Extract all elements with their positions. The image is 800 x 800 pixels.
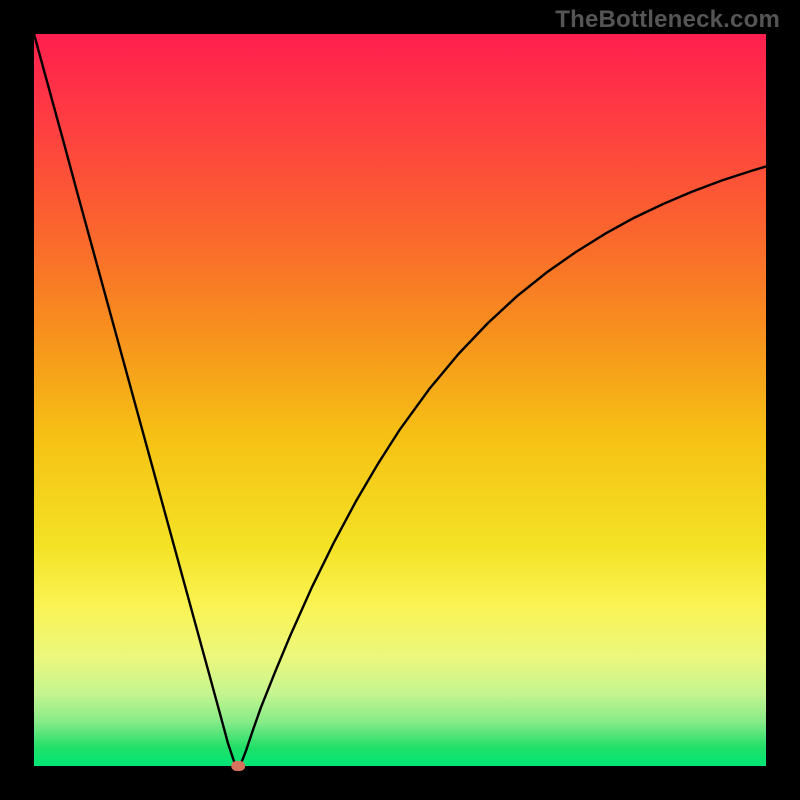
optimal-point-marker	[231, 761, 245, 771]
chart-container: { "watermark": { "text": "TheBottleneck.…	[0, 0, 800, 800]
watermark-text: TheBottleneck.com	[555, 6, 780, 34]
bottleneck-chart	[0, 0, 800, 800]
plot-area	[34, 34, 766, 766]
